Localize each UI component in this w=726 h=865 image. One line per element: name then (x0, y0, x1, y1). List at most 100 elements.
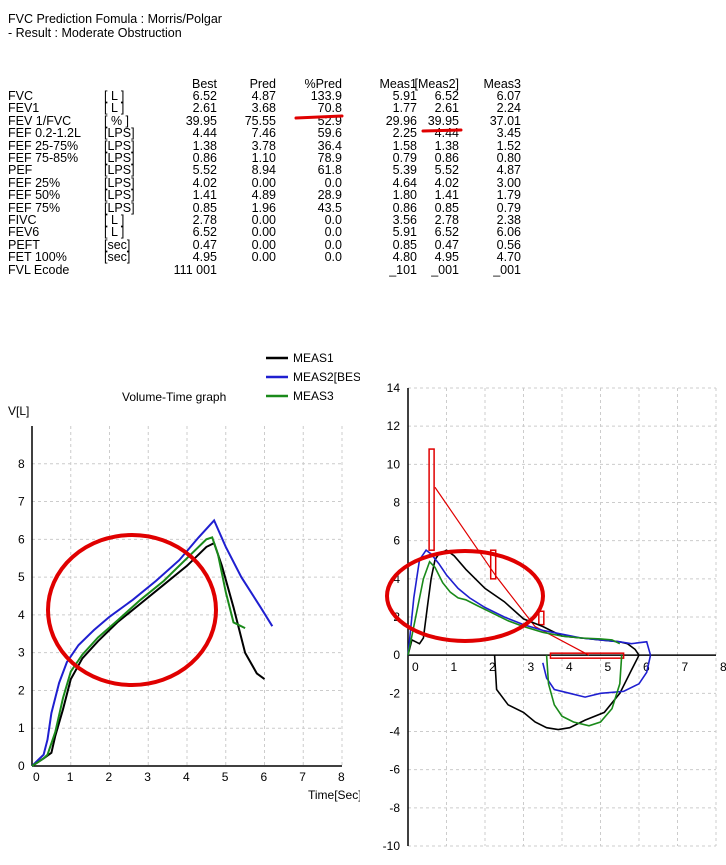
y-tick-label: 0 (393, 648, 400, 662)
table-cell: 0.00 (251, 250, 276, 265)
column-header: %Pred (304, 77, 342, 91)
row-label: FIVC (8, 213, 37, 227)
table-cell: 1.38 (434, 138, 459, 153)
table-cell: 1.41 (192, 188, 217, 203)
table-cell: _101 (389, 262, 417, 277)
x-tick-label: 7 (299, 770, 306, 784)
table-cell: 61.8 (317, 163, 342, 178)
table-cell: 3.78 (251, 138, 276, 153)
table-cell: 4.95 (192, 250, 217, 265)
y-tick-label: 3 (18, 646, 25, 660)
results-table: Best Pred %Pred Meas1 [Meas2] Meas3 FVC [ L ] 6.… (0, 0, 726, 300)
table-cell: 0.85 (434, 200, 459, 215)
series-line-meas2insp (542, 655, 652, 698)
row-label: FEF 50% (8, 188, 61, 203)
x-tick-label: 1 (67, 770, 74, 784)
x-tick-label: 8 (720, 660, 726, 674)
table-cell: 1.79 (496, 188, 521, 203)
chart-title: Volume-Time graph (122, 390, 226, 404)
table-cell: 0.0 (324, 250, 342, 265)
table-cell: 3.56 (392, 213, 417, 227)
row-label: FEF 25-75% (8, 138, 79, 153)
y-tick-label: -4 (389, 725, 400, 739)
table-cell: 0.86 (392, 200, 417, 215)
table-cell: 2.25 (392, 126, 417, 141)
pctpred-underline (294, 114, 344, 120)
column-header: Best (191, 77, 217, 91)
y-tick-label: 10 (387, 457, 401, 471)
x-tick-label: 4 (566, 660, 573, 674)
x-tick-label: 0 (33, 770, 40, 784)
table-cell: 3.00 (496, 175, 521, 190)
meas2-underline (421, 128, 463, 133)
row-unit: [sec] (104, 250, 131, 265)
y-tick-label: -6 (389, 763, 400, 777)
table-cell: 2.61 (192, 101, 217, 116)
series-line-meas3insp (545, 655, 623, 727)
table-cell: 0.85 (192, 200, 217, 215)
table-cell: 29.96 (385, 113, 417, 128)
row-unit: [ % ] (104, 113, 130, 128)
table-cell: 7.46 (251, 126, 276, 141)
row-unit: [LPS] (104, 163, 135, 178)
row-unit: [LPS] (104, 126, 135, 141)
table-cell: 8.94 (251, 163, 276, 178)
x-tick-label: 1 (451, 660, 458, 674)
report-result: - Result : Moderate Obstruction (8, 26, 182, 40)
table-cell: 2.61 (434, 101, 459, 116)
table-cell: 3.45 (496, 126, 521, 141)
table-cell: 5.52 (192, 163, 217, 178)
x-tick-label: 0 (412, 660, 419, 674)
table-cell: 0.00 (251, 225, 276, 240)
table-cell: 6.52 (192, 225, 217, 240)
y-tick-label: -10 (383, 839, 401, 853)
table-cell: 39.95 (427, 113, 459, 128)
column-header: Pred (249, 77, 276, 91)
table-cell: 5.39 (392, 163, 417, 178)
legend: MEAS1 MEAS2[BEST] MEAS3 (266, 351, 360, 403)
table-cell: 1.80 (392, 188, 417, 203)
x-tick-label: 7 (682, 660, 689, 674)
y-tick-label: 6 (393, 534, 400, 548)
table-cell: 4.95 (434, 250, 459, 265)
table-cell: 4.44 (192, 126, 217, 141)
table-cell: 4.87 (251, 89, 276, 103)
table-cell: 43.5 (317, 200, 342, 215)
row-label: FEF 75-85% (8, 151, 79, 165)
table-cell: _001 (493, 262, 521, 277)
series-line-meas1 (31, 541, 266, 767)
table-cell: 0.0 (324, 213, 342, 227)
row-label: FEF 25% (8, 175, 61, 190)
column-header: [Meas2] (414, 77, 459, 91)
table-cell: 6.52 (192, 89, 217, 103)
table-cell: 4.87 (496, 163, 521, 178)
row-unit: [LPS] (104, 138, 135, 153)
row-unit: [ L ] (104, 213, 125, 227)
table-cell: 0.00 (251, 175, 276, 190)
table-cell: 0.85 (392, 237, 417, 252)
table-cell: 1.52 (496, 138, 521, 153)
table-cell: 37.01 (489, 113, 521, 128)
y-tick-label: 6 (18, 532, 25, 546)
row-label: FEF 75% (8, 200, 61, 215)
table-cell: 6.07 (496, 89, 521, 103)
table-cell: 0.0 (324, 237, 342, 252)
predicted-fef50-marker (489, 549, 497, 580)
table-cell: 1.96 (251, 200, 276, 215)
row-unit: [sec] (104, 237, 131, 252)
row-label: FEF 0.2-1.2L (8, 126, 81, 141)
table-cell: 0.79 (392, 151, 417, 165)
table-cell: 1.58 (392, 138, 417, 153)
table-cell: 1.41 (434, 188, 459, 203)
table-cell: 78.9 (317, 151, 342, 165)
table-cell: 1.77 (392, 101, 417, 116)
x-tick-label: 3 (144, 770, 151, 784)
table-cell: 6.52 (434, 89, 459, 103)
y-tick-label: 4 (393, 572, 400, 586)
row-unit: [ L ] (104, 101, 125, 116)
legend-label: MEAS2[BEST] (293, 370, 360, 384)
row-unit: [LPS] (104, 151, 135, 165)
y-tick-label: 8 (393, 496, 400, 510)
y-tick-label: 7 (18, 495, 25, 509)
